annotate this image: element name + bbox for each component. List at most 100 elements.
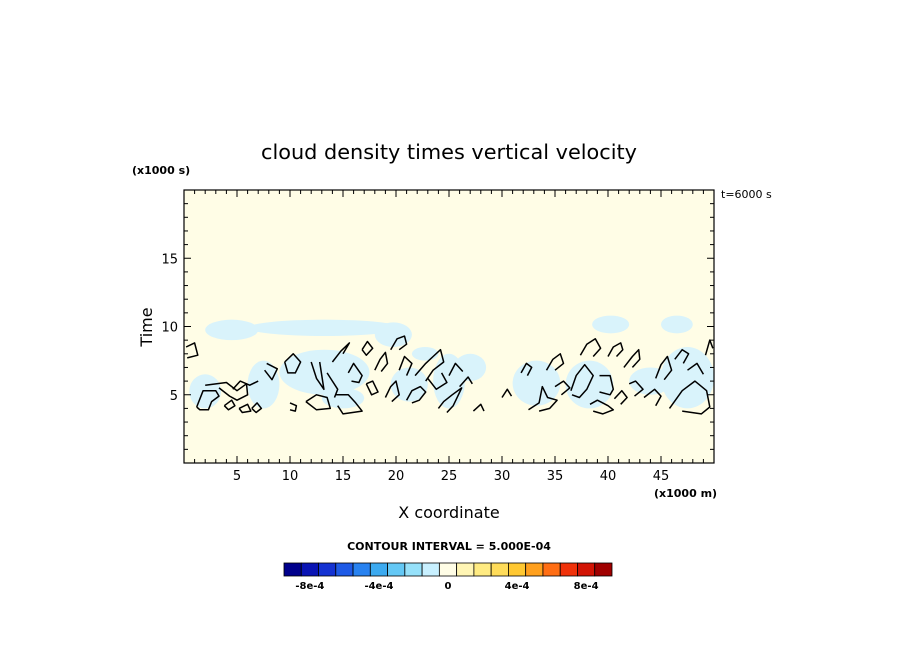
contour-line-27 xyxy=(459,376,473,388)
contour-line-29 xyxy=(501,388,513,398)
contour-line-23 xyxy=(414,348,445,382)
y-units-label: (x1000 s) xyxy=(132,164,190,177)
contour-line-44 xyxy=(674,348,690,364)
contour-line-19 xyxy=(384,380,400,403)
light-blue-region-16 xyxy=(661,346,714,409)
x-units-label: (x1000 m) xyxy=(654,487,717,500)
contour-line-0 xyxy=(185,342,199,359)
time-stamp-label: t=6000 s xyxy=(721,188,772,201)
contour-line-10 xyxy=(305,394,332,411)
contour-line-12 xyxy=(326,372,339,398)
contour-line-5 xyxy=(251,402,263,414)
contour-line-38 xyxy=(607,342,624,358)
x-tick-label: 10 xyxy=(282,469,299,484)
contour-line-35 xyxy=(579,338,602,358)
colorbar-swatch xyxy=(594,562,613,577)
contour-line-17 xyxy=(365,380,379,396)
x-tick-label: 15 xyxy=(335,469,352,484)
colorbar-swatch xyxy=(283,562,302,577)
light-blue-region-13 xyxy=(592,315,630,334)
axis-ticks-layer: 5 10 15 20 25 30 35 40 45 5 10 15 xyxy=(161,190,714,484)
light-blue-region-7 xyxy=(390,367,428,402)
colorbar-tick-label: 8e-4 xyxy=(574,581,599,592)
contour-line-39 xyxy=(613,389,628,405)
colorbar-tick-label: 0 xyxy=(445,581,452,592)
light-blue-region-2 xyxy=(247,360,280,409)
contour-line-21 xyxy=(398,355,413,376)
colorbar-tick-label: -4e-4 xyxy=(364,581,393,592)
contour-line-4 xyxy=(232,380,259,390)
colorbar-swatch xyxy=(559,562,578,577)
colorbar-swatch xyxy=(335,562,354,577)
colorbar-swatch xyxy=(542,562,561,577)
x-axis-label: X coordinate xyxy=(398,503,499,522)
light-blue-region-3 xyxy=(247,319,402,337)
light-blue-region-1 xyxy=(205,319,259,341)
contour-line-33 xyxy=(554,380,571,396)
chart-title: cloud density times vertical velocity xyxy=(261,140,637,164)
colorbar-swatch xyxy=(387,562,406,577)
light-blue-region-8 xyxy=(411,346,439,361)
colorbar-swatch xyxy=(318,562,337,577)
contour-line-15 xyxy=(347,362,363,384)
contour-line-9 xyxy=(289,402,298,412)
contour-lines-layer xyxy=(185,335,714,415)
colorbar-swatch xyxy=(473,562,492,577)
contour-line-31 xyxy=(528,385,558,412)
contour-line-36 xyxy=(589,399,615,415)
colorbar-swatch xyxy=(352,562,371,577)
x-tick-label: 25 xyxy=(441,469,458,484)
contour-line-3 xyxy=(223,399,236,411)
contour-interval-label: CONTOUR INTERVAL = 5.000E-04 xyxy=(347,540,551,553)
x-tick-label: 45 xyxy=(653,469,670,484)
contour-line-28 xyxy=(472,403,485,412)
contour-line-30 xyxy=(520,362,533,376)
colorbar-tick-label: -8e-4 xyxy=(295,581,324,592)
y-tick-label: 5 xyxy=(170,389,178,404)
contour-line-14 xyxy=(335,394,363,415)
contour-line-42 xyxy=(643,388,662,407)
light-blue-region-15 xyxy=(661,315,693,334)
colorbar-swatch xyxy=(404,562,423,577)
contour-line-40 xyxy=(623,348,641,368)
contour-line-11 xyxy=(310,361,325,391)
light-blue-region-14 xyxy=(629,367,672,395)
light-blue-fill-layer xyxy=(189,315,714,409)
light-blue-region-4 xyxy=(279,349,370,395)
contour-line-13 xyxy=(331,342,351,363)
contour-line-20 xyxy=(390,335,408,351)
contour-line-1 xyxy=(196,389,220,411)
light-blue-region-5 xyxy=(321,387,365,409)
x-tick-label: 5 xyxy=(233,469,241,484)
y-tick-label: 10 xyxy=(161,321,178,336)
colorbar-swatch xyxy=(456,562,475,577)
x-tick-label: 40 xyxy=(600,469,617,484)
light-blue-region-11 xyxy=(512,360,561,406)
x-tick-label: 35 xyxy=(547,469,564,484)
contour-line-46 xyxy=(687,362,705,375)
contour-line-34 xyxy=(570,363,594,399)
contour-line-6 xyxy=(238,403,252,414)
light-blue-region-10 xyxy=(454,353,487,382)
colorbar-swatch xyxy=(300,562,319,577)
y-tick-label: 15 xyxy=(161,252,178,267)
colorbar: -8e-4 -4e-4 0 4e-4 8e-4 xyxy=(283,562,613,592)
colorbar-swatch xyxy=(525,562,544,577)
contour-line-43 xyxy=(655,355,673,381)
colorbar-tick-label: 4e-4 xyxy=(505,581,530,592)
contour-line-37 xyxy=(599,374,615,396)
light-blue-region-6 xyxy=(374,322,412,347)
x-tick-label: 30 xyxy=(494,469,511,484)
contour-line-8 xyxy=(283,353,302,374)
contour-line-24 xyxy=(427,372,448,391)
contour-line-26 xyxy=(448,362,464,376)
contour-line-7 xyxy=(264,362,279,381)
contour-line-45 xyxy=(668,380,711,415)
contour-line-22 xyxy=(405,385,427,404)
contour-line-32 xyxy=(545,353,565,371)
y-axis-label: Time xyxy=(137,307,156,347)
contour-line-16 xyxy=(361,340,374,356)
contour-line-25 xyxy=(437,387,463,414)
contour-line-47 xyxy=(704,339,714,356)
